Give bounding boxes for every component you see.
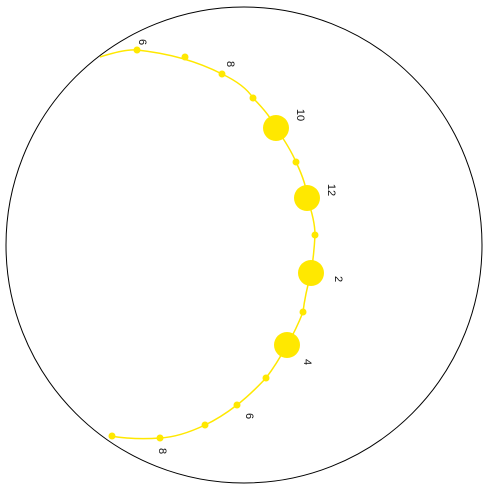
hour-dot [156,434,164,442]
hour-dot [299,308,307,316]
hour-dot [292,158,300,166]
hour-label: 12 [325,184,337,196]
hour-dot [181,53,189,61]
hour-dot-large [294,185,320,211]
hour-dot-large [274,332,300,358]
hour-dot [262,374,270,382]
hour-dot [249,94,257,102]
hour-dot [311,231,319,239]
hour-label: 6 [243,413,255,419]
hour-label: 8 [156,448,168,454]
hour-dot-large [263,115,289,141]
sky-dome-circle [5,6,483,484]
sun-path-curve [99,49,316,440]
hour-dot [218,70,226,78]
hour-dot [201,421,209,429]
hour-markers [108,46,324,442]
hour-labels: 6 8 10 12 2 4 6 8 [136,39,344,454]
hour-dot [108,432,116,440]
hour-label: 6 [136,39,148,45]
hour-label: 8 [224,61,236,67]
hour-label: 10 [294,109,306,121]
hour-dot [233,401,241,409]
hour-label: 2 [332,276,344,282]
hour-dot-large [298,260,324,286]
hour-label: 4 [301,359,313,365]
hour-dot [133,46,141,54]
